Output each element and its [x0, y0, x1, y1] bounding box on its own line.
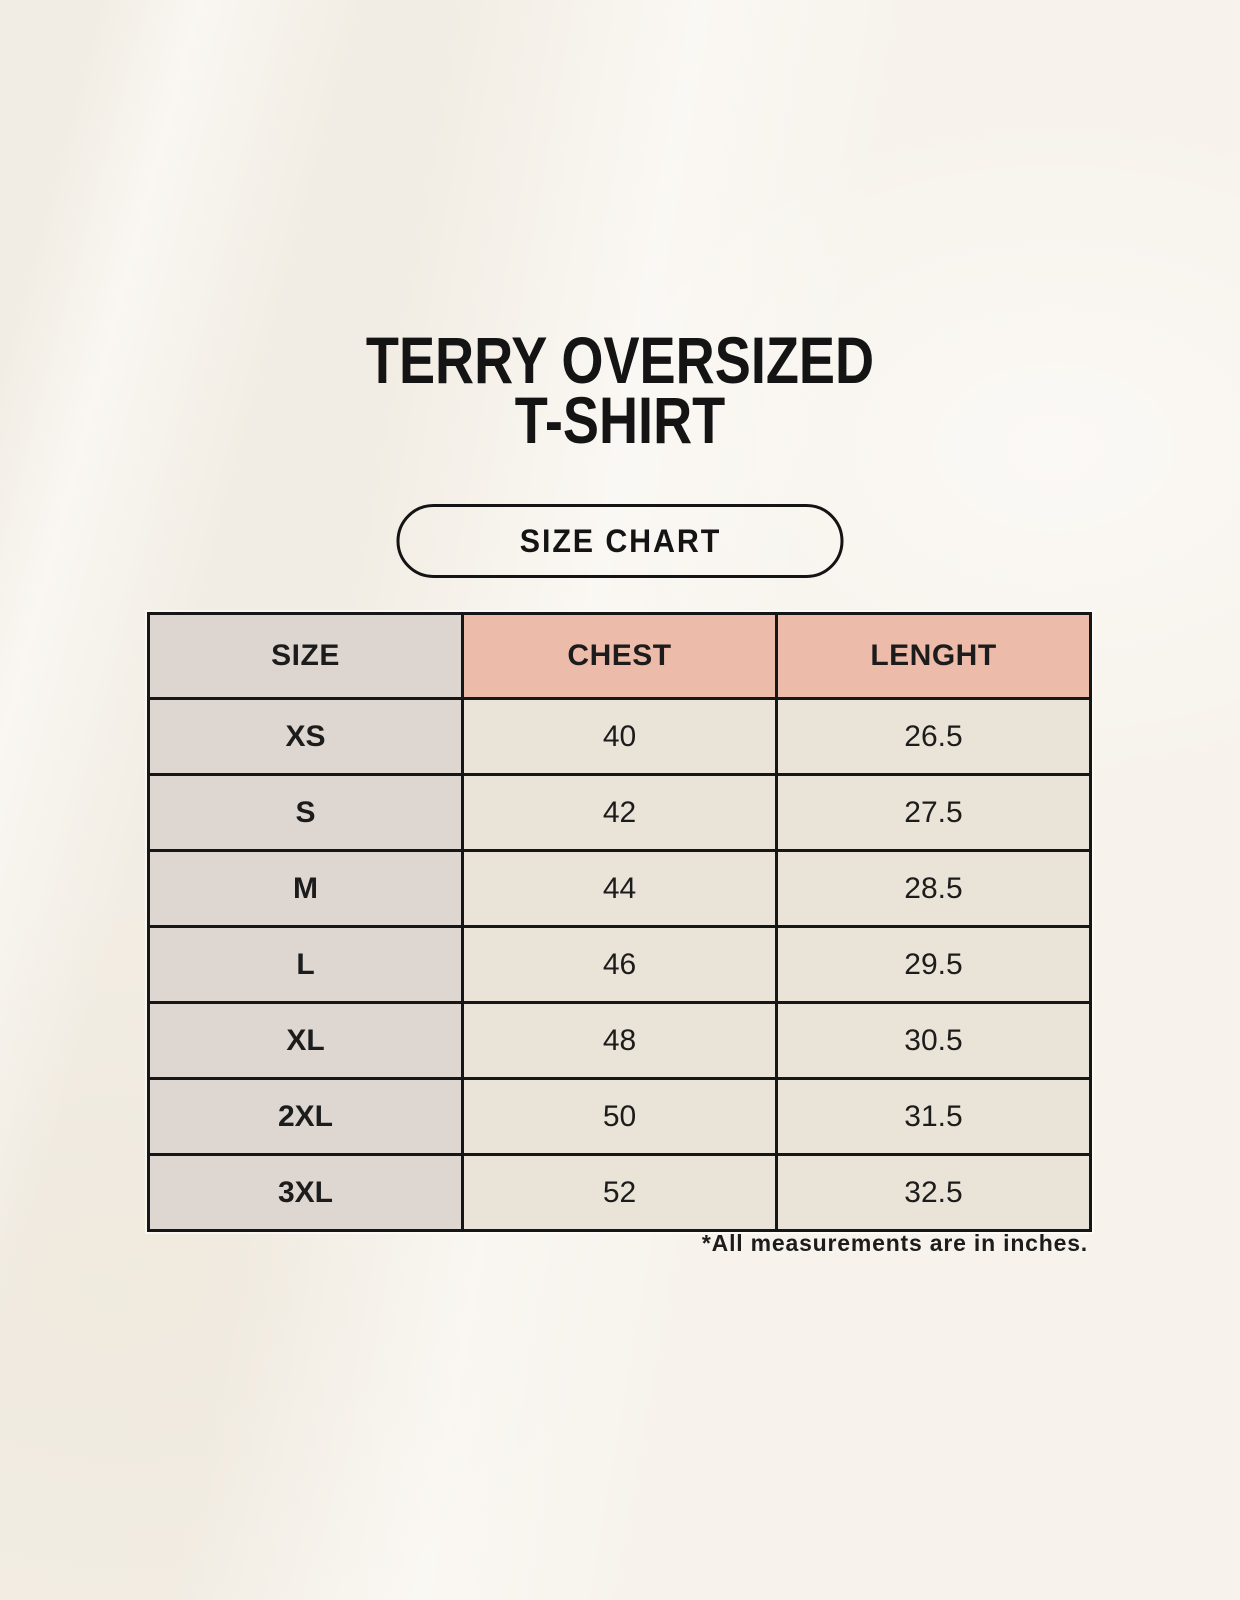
table-header-row: SIZE CHEST LENGHT [147, 612, 1092, 700]
table-row: S 42 27.5 [147, 773, 1092, 852]
length-cell: 29.5 [775, 925, 1092, 1004]
length-cell: 27.5 [775, 773, 1092, 852]
measurements-footnote: *All measurements are in inches. [701, 1230, 1088, 1256]
page-title-line2: T-SHIRT [514, 383, 726, 457]
column-header-size: SIZE [147, 612, 464, 700]
table-row: 3XL 52 32.5 [147, 1153, 1092, 1232]
table-row: XS 40 26.5 [147, 697, 1092, 776]
chest-cell: 42 [461, 773, 778, 852]
length-cell: 26.5 [775, 697, 1092, 776]
size-chart-badge: SIZE CHART [396, 504, 844, 578]
length-cell: 28.5 [775, 849, 1092, 928]
page-title-line1: TERRY OVERSIZED [365, 323, 875, 397]
size-chart-badge-label: SIZE CHART [519, 522, 721, 559]
size-cell: S [147, 773, 464, 852]
size-cell: XS [147, 697, 464, 776]
table-row: L 46 29.5 [147, 925, 1092, 1004]
chest-cell: 40 [461, 697, 778, 776]
length-cell: 30.5 [775, 1001, 1092, 1080]
chest-cell: 50 [461, 1077, 778, 1156]
size-cell: L [147, 925, 464, 1004]
column-header-length: LENGHT [775, 612, 1092, 700]
chest-cell: 52 [461, 1153, 778, 1232]
chest-cell: 48 [461, 1001, 778, 1080]
size-chart-table: SIZE CHEST LENGHT XS 40 26.5 S 42 27.5 M… [147, 612, 1092, 1232]
length-cell: 32.5 [775, 1153, 1092, 1232]
chest-cell: 46 [461, 925, 778, 1004]
column-header-chest: CHEST [461, 612, 778, 700]
size-cell: 2XL [147, 1077, 464, 1156]
page-title: TERRY OVERSIZED T-SHIRT [112, 323, 1129, 457]
size-cell: M [147, 849, 464, 928]
table-row: 2XL 50 31.5 [147, 1077, 1092, 1156]
chest-cell: 44 [461, 849, 778, 928]
size-cell: XL [147, 1001, 464, 1080]
length-cell: 31.5 [775, 1077, 1092, 1156]
table-row: M 44 28.5 [147, 849, 1092, 928]
table-row: XL 48 30.5 [147, 1001, 1092, 1080]
size-cell: 3XL [147, 1153, 464, 1232]
